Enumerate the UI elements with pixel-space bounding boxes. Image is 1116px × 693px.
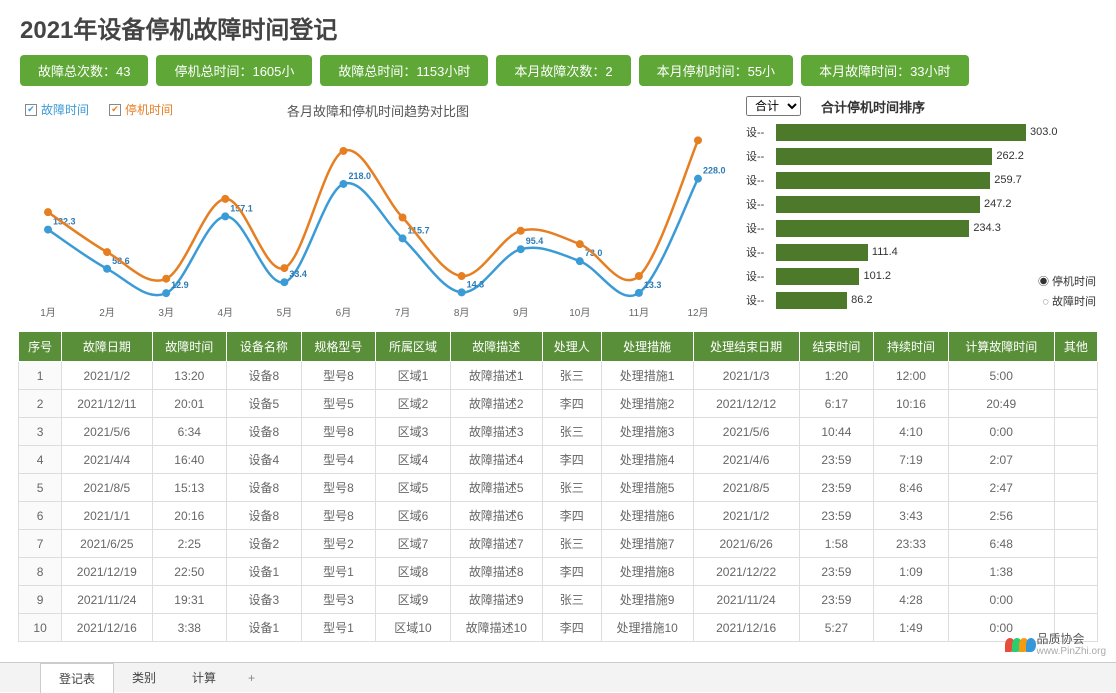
ranking-legend-item[interactable]: ◌ 故障时间 [1026,293,1096,309]
sheet-tabs: 登记表类别计算+ [0,662,1116,692]
data-table: 序号故障日期故障时间设备名称规格型号所属区域故障描述处理人处理措施处理结束日期结… [18,331,1098,642]
svg-text:12月: 12月 [687,307,708,319]
table-header: 处理人 [542,332,601,362]
chart-legend: ✔故障时间 ✔停机时间 [25,101,173,118]
svg-text:11月: 11月 [629,307,649,319]
bar-row: 设--86.2 [746,289,1026,311]
svg-text:95.4: 95.4 [526,236,544,246]
table-header: 处理结束日期 [693,332,799,362]
svg-text:12.9: 12.9 [171,280,189,290]
table-row[interactable]: 42021/4/416:40设备4型号4区域4故障描述4李四处理措施42021/… [19,446,1098,474]
bar-row: 设--247.2 [746,193,1026,215]
svg-text:4月: 4月 [217,307,233,319]
table-header: 序号 [19,332,62,362]
svg-text:6月: 6月 [336,307,352,319]
table-row[interactable]: 72021/6/252:25设备2型号2区域7故障描述7张三处理措施72021/… [19,530,1098,558]
svg-text:13.3: 13.3 [644,280,662,290]
table-row[interactable]: 62021/1/120:16设备8型号8区域6故障描述6李四处理措施62021/… [19,502,1098,530]
svg-text:218.0: 218.0 [348,171,371,181]
bar-row: 设--111.4 [746,241,1026,263]
ranking-select[interactable]: 合计 [746,96,801,116]
svg-text:3月: 3月 [158,307,174,319]
summary-pill: 本月故障时间：33小时 [801,55,968,86]
table-row[interactable]: 52021/8/515:13设备8型号8区域5故障描述5张三处理措施52021/… [19,474,1098,502]
svg-text:8月: 8月 [454,307,470,319]
bar-row: 设--303.0 [746,121,1026,143]
bar-row: 设--262.2 [746,145,1026,167]
table-header: 故障时间 [152,332,227,362]
svg-text:7月: 7月 [395,307,411,319]
page-title: 2021年设备停机故障时间登记 [20,10,1096,45]
summary-pill: 本月停机时间：55小 [639,55,793,86]
watermark: 品质协会 www.PinZhi.org [1005,633,1106,657]
table-header: 持续时间 [874,332,949,362]
svg-text:9月: 9月 [513,307,529,319]
summary-pill: 故障总时间：1153小时 [320,55,488,86]
table-header: 设备名称 [227,332,302,362]
table-header: 其他 [1054,332,1097,362]
legend-item[interactable]: ✔停机时间 [109,101,173,118]
table-row[interactable]: 12021/1/213:20设备8型号8区域1故障描述1张三处理措施12021/… [19,362,1098,390]
sheet-tab[interactable]: 计算 [174,663,234,692]
table-row[interactable]: 32021/5/66:34设备8型号8区域3故障描述3张三处理措施32021/5… [19,418,1098,446]
table-header: 所属区域 [376,332,451,362]
sheet-tab[interactable]: 登记表 [40,663,114,693]
svg-text:33.4: 33.4 [289,269,307,279]
trend-chart: ✔故障时间✔停机时间 各月故障和停机时间趋势对比图 132.358.612.91… [20,96,736,331]
ranking-legend: ◉ 停机时间 ◌ 故障时间 [1026,273,1096,313]
summary-pills: 故障总次数：43 停机总时间：1605小故障总时间：1153小时本月故障次数：2 本… [0,50,1116,96]
svg-text:1月: 1月 [40,307,56,319]
table-header: 规格型号 [301,332,376,362]
bar-row: 设--259.7 [746,169,1026,191]
svg-text:2月: 2月 [99,307,115,319]
table-header: 计算故障时间 [948,332,1054,362]
ranking-legend-item[interactable]: ◉ 停机时间 [1026,273,1096,289]
svg-text:10月: 10月 [569,307,590,319]
table-header: 处理措施 [601,332,693,362]
table-header: 结束时间 [799,332,874,362]
ranking-title: 合计停机时间排序 [821,97,925,116]
table-row[interactable]: 82021/12/1922:50设备1型号1区域8故障描述8李四处理措施8202… [19,558,1098,586]
ranking-bars: 设--303.0设--262.2设--259.7设--247.2设--234.3… [746,121,1026,313]
sheet-tab[interactable]: 类别 [114,663,174,692]
table-header: 故障描述 [450,332,542,362]
add-sheet-button[interactable]: + [234,665,269,691]
bar-row: 设--234.3 [746,217,1026,239]
table-row[interactable]: 102021/12/163:38设备1型号1区域10故障描述10李四处理措施10… [19,614,1098,642]
table-header: 故障日期 [62,332,152,362]
bar-row: 设--101.2 [746,265,1026,287]
line-chart-svg: 132.358.612.9157.133.4218.0115.714.395.4… [20,120,736,320]
summary-pill: 本月故障次数：2 [496,55,630,86]
summary-pill: 停机总时间：1605小 [156,55,312,86]
svg-text:5月: 5月 [277,307,293,319]
table-row[interactable]: 22021/12/1120:01设备5型号5区域2故障描述2李四处理措施2202… [19,390,1098,418]
svg-text:228.0: 228.0 [703,166,726,176]
table-row[interactable]: 92021/11/2419:31设备3型号3区域9故障描述9张三处理措施9202… [19,586,1098,614]
summary-pill: 故障总次数：43 [20,55,148,86]
svg-text:14.3: 14.3 [467,279,485,289]
legend-item[interactable]: ✔故障时间 [25,101,89,118]
